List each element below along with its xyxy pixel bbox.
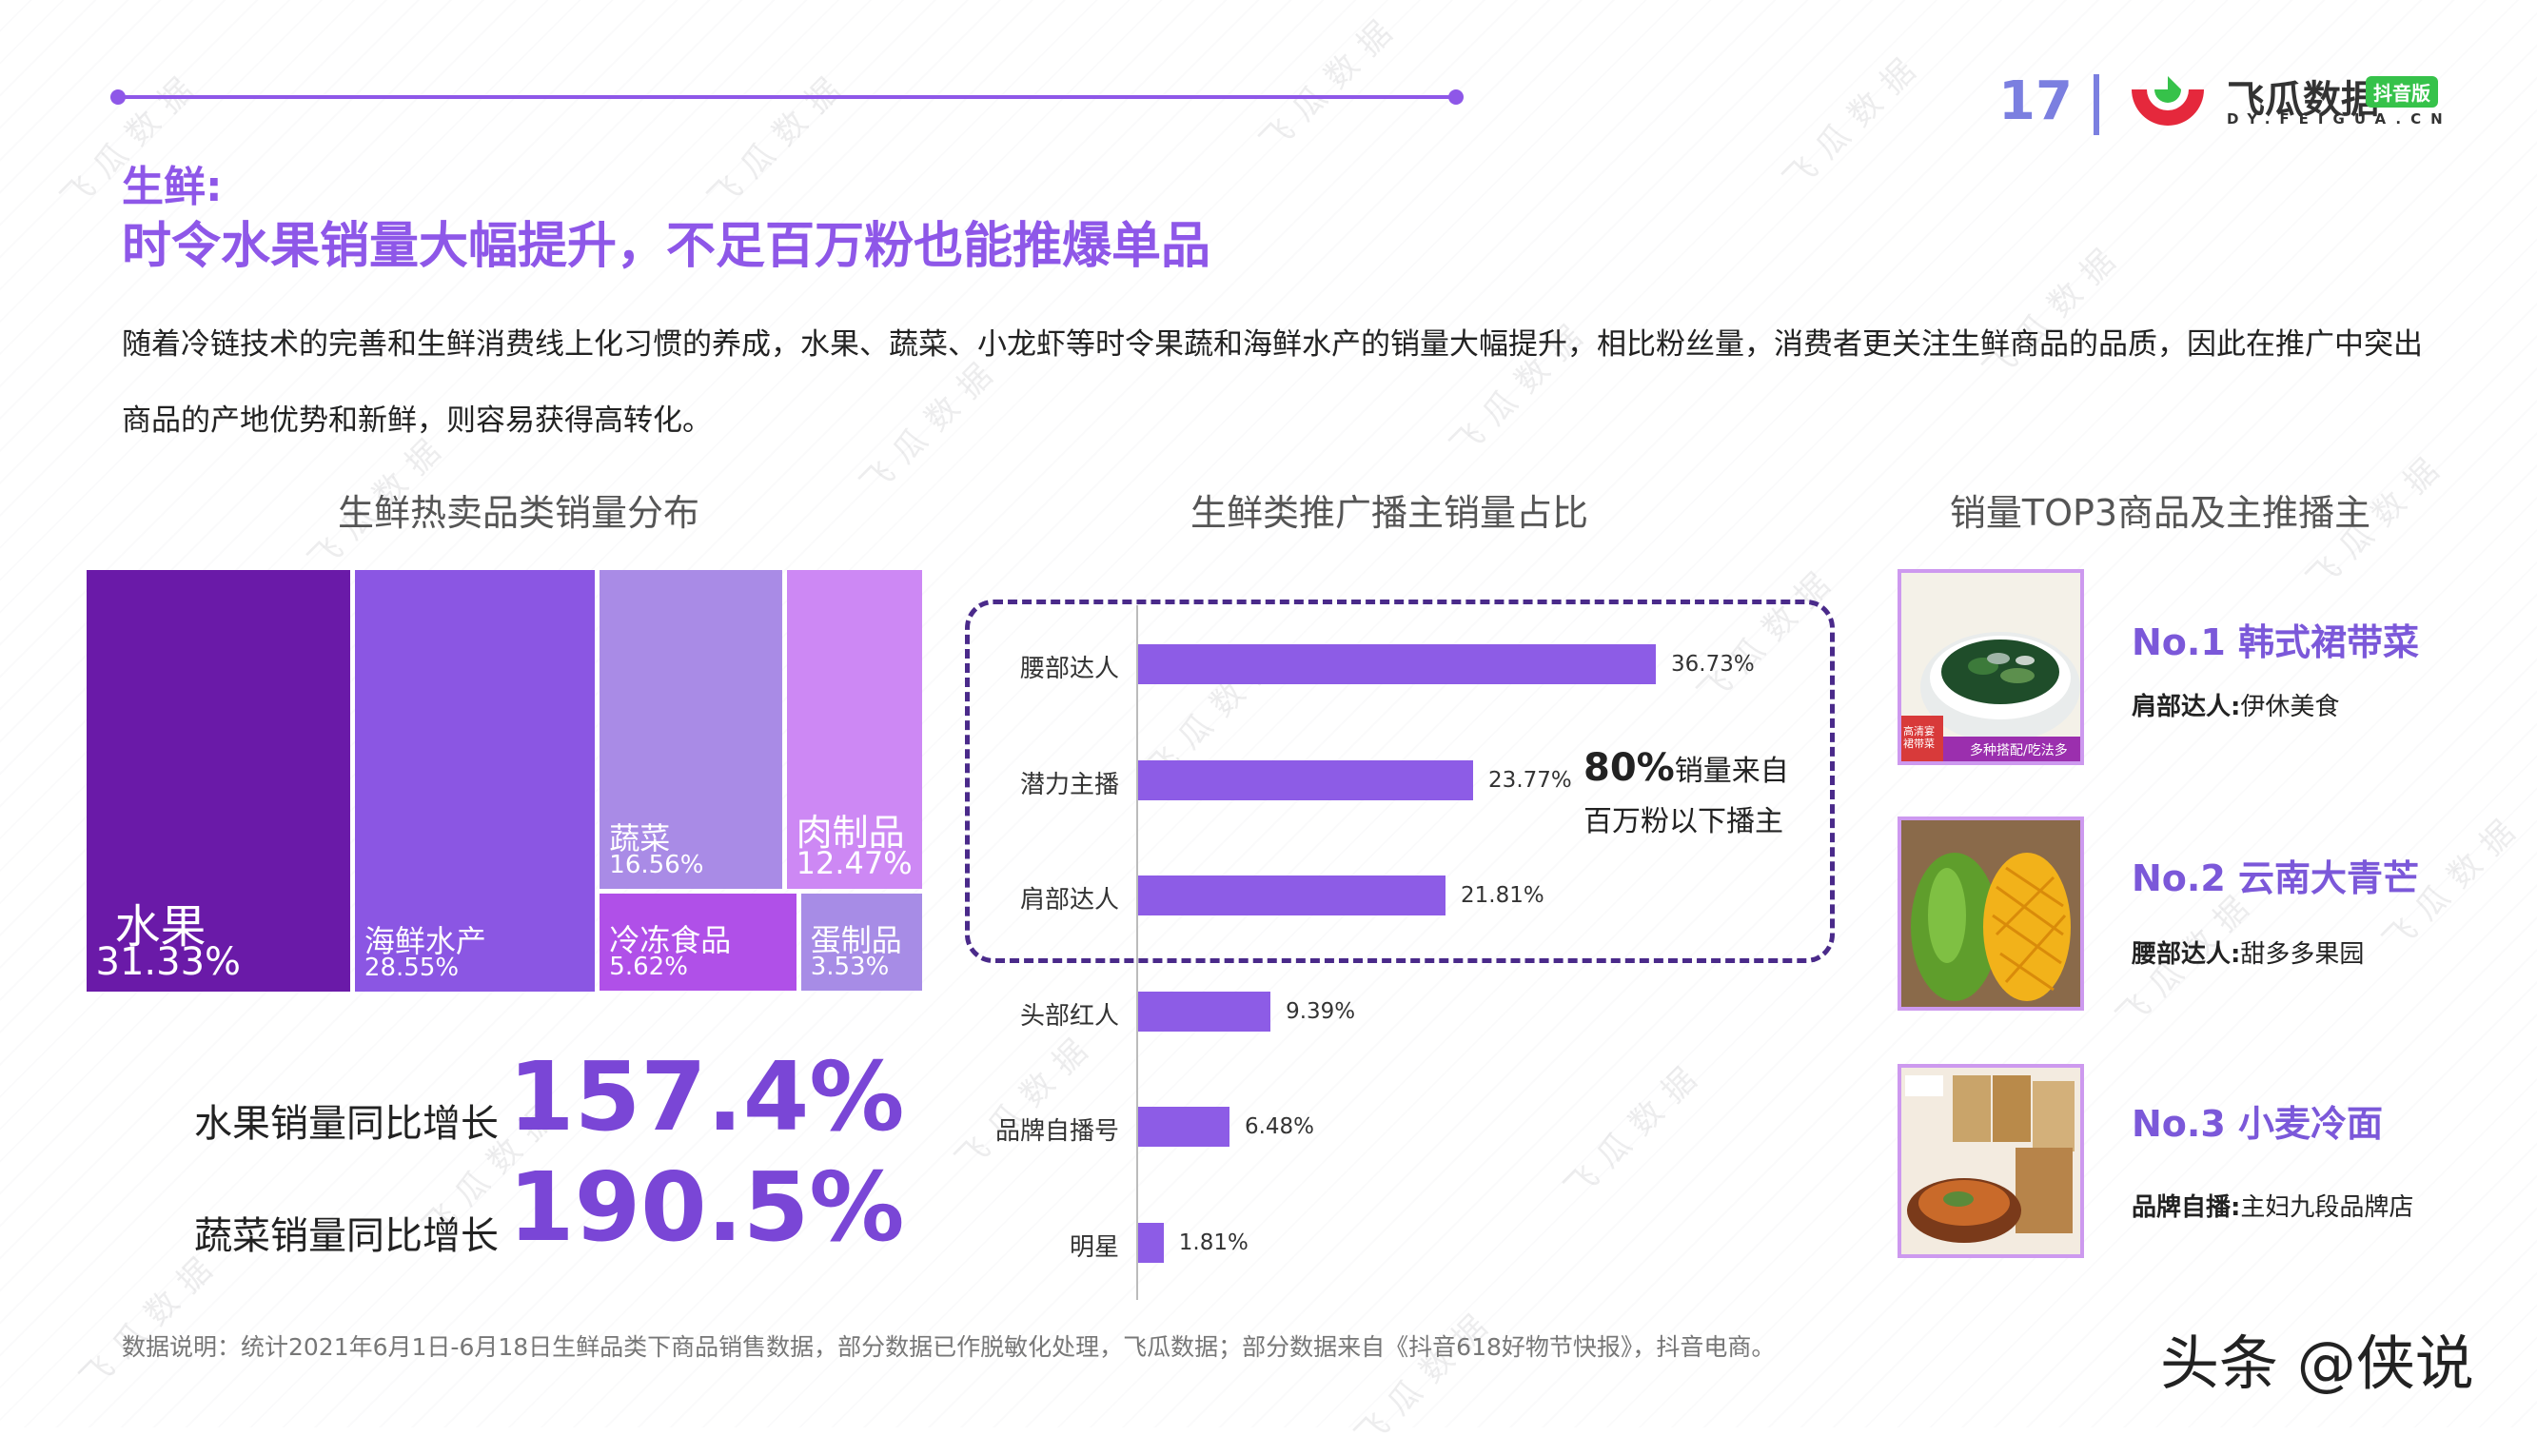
bar-value-label: 23.77% xyxy=(1488,767,1572,793)
treemap-cell: 海鲜水产 28.55% xyxy=(354,569,596,992)
growth-value-vegetable: 190.5% xyxy=(508,1151,905,1263)
bar xyxy=(1138,644,1656,684)
callout: 80%销量来自 xyxy=(1583,746,1789,790)
highlight-dashed-box xyxy=(965,600,1835,963)
bar-category-label: 潜力主播 xyxy=(1019,770,1119,799)
treemap-cell: 肉制品 12.47% xyxy=(786,569,923,890)
treemap-cell-value: 16.56% xyxy=(609,851,704,880)
treemap-cell-label: 海鲜水产 xyxy=(364,922,486,959)
section-label: 生鲜: xyxy=(122,163,223,211)
bar xyxy=(1138,1222,1164,1263)
growth-label-fruit: 水果销量同比增长 xyxy=(194,1102,499,1146)
bar-chart-title: 生鲜类推广播主销量占比 xyxy=(1190,492,1588,534)
page-headline: 时令水果销量大幅提升，不足百万粉也能推爆单品 xyxy=(122,218,1211,275)
bar-value-label: 1.81% xyxy=(1178,1230,1249,1255)
source-credit: 头条 @侠说 xyxy=(2160,1328,2474,1398)
treemap-cell-value: 12.47% xyxy=(796,845,913,882)
product-2-image xyxy=(1898,817,2084,1011)
product-1-image: 高清宴裙带菜 多种搭配/吃法多样 xyxy=(1898,569,2084,765)
treemap-cell-value: 5.62% xyxy=(609,953,688,982)
product-1-host: 肩部达人:伊休美食 xyxy=(2132,687,2339,722)
footnote: 数据说明：统计2021年6月1日-6月18日生鲜品类下商品销售数据，部分数据已作… xyxy=(122,1333,1776,1361)
bar-category-label: 明星 xyxy=(1069,1232,1119,1262)
page-number: 17 xyxy=(1998,70,2073,132)
treemap-cell: 蔬菜 16.56% xyxy=(600,569,782,890)
seaweed-bowl-image xyxy=(1901,573,2080,761)
treemap-cell-value: 28.55% xyxy=(364,953,460,982)
treemap-cell-label: 水果 xyxy=(114,899,206,954)
treemap-cell: 蛋制品 3.53% xyxy=(800,894,923,992)
bar-value-label: 9.39% xyxy=(1286,998,1356,1024)
header-line-start-dot xyxy=(110,89,126,105)
top3-title: 销量TOP3商品及主推播主 xyxy=(1949,492,2371,534)
product-2-host: 腰部达人:甜多多果园 xyxy=(2132,935,2364,970)
treemap-cell-label: 肉制品 xyxy=(796,812,905,855)
bar-category-label: 品牌自播号 xyxy=(994,1117,1119,1146)
product-1-title: No.1 韩式裙带菜 xyxy=(2132,621,2420,663)
treemap-cell-label: 蛋制品 xyxy=(810,922,902,959)
page-description: 随着冷链技术的完善和生鲜消费线上化习惯的养成，水果、蔬菜、小龙虾等时令果蔬和海鲜… xyxy=(122,327,2423,438)
growth-label-vegetable: 蔬菜销量同比增长 xyxy=(194,1214,499,1258)
callout-text-line1: 销量来自 xyxy=(1674,755,1789,788)
treemap-cell: 冷冻食品 5.62% xyxy=(600,894,796,992)
brand-url: DY.FEIGUA.CN xyxy=(2227,110,2452,128)
bar-category-label: 头部红人 xyxy=(1019,1001,1119,1031)
product-2-host-name: 甜多多果园 xyxy=(2240,940,2365,969)
bar-value-label: 36.73% xyxy=(1671,652,1755,677)
growth-value-fruit: 157.4% xyxy=(508,1041,905,1152)
callout-number: 80% xyxy=(1583,746,1675,790)
product-3-host-name: 主妇九段品牌店 xyxy=(2240,1193,2414,1222)
header-line-end-dot xyxy=(1448,89,1464,105)
product-3-image xyxy=(1898,1064,2084,1258)
bar-value-label: 6.48% xyxy=(1244,1114,1315,1139)
bar xyxy=(1138,991,1271,1032)
page-number-separator xyxy=(2094,74,2099,135)
bar xyxy=(1138,876,1446,915)
treemap-cell-value: 31.33% xyxy=(95,939,242,984)
product-3-title: No.3 小麦冷面 xyxy=(2132,1103,2384,1145)
treemap-cell-label: 冷冻食品 xyxy=(609,922,732,959)
product-1-host-type: 肩部达人: xyxy=(2132,693,2241,721)
treemap-title: 生鲜热卖品类销量分布 xyxy=(337,492,699,534)
product-3-host: 品牌自播:主妇九段品牌店 xyxy=(2132,1188,2413,1223)
header-divider-line xyxy=(116,95,1456,99)
callout-text-line2: 百万粉以下播主 xyxy=(1583,805,1783,838)
product-1-host-name: 伊休美食 xyxy=(2240,693,2340,721)
bar-value-label: 21.81% xyxy=(1461,883,1544,908)
bar-chart-axis xyxy=(1136,605,1138,1300)
product-1-image-caption: 多种搭配/吃法多样 xyxy=(1970,743,2068,758)
feigua-logo-icon xyxy=(2132,76,2204,126)
bar xyxy=(1138,759,1474,800)
brand-badge: 抖音版 xyxy=(2366,76,2438,108)
mango-image xyxy=(1901,820,2080,1007)
bar-category-label: 腰部达人 xyxy=(1019,655,1119,683)
cold-noodle-image xyxy=(1901,1068,2080,1254)
treemap-cell-label: 蔬菜 xyxy=(609,820,671,857)
product-2-title: No.2 云南大青芒 xyxy=(2132,857,2420,899)
product-3-host-type: 品牌自播: xyxy=(2132,1193,2241,1222)
bar-category-label: 肩部达人 xyxy=(1019,886,1119,915)
product-1-image-badge: 高清宴裙带菜 xyxy=(1903,725,1935,750)
product-2-host-type: 腰部达人: xyxy=(2132,940,2241,969)
brand-name: 飞瓜数据 xyxy=(2227,78,2379,122)
bar xyxy=(1138,1107,1229,1147)
treemap-cell: 水果 31.33% xyxy=(86,569,350,992)
treemap-cell-value: 3.53% xyxy=(810,953,890,982)
